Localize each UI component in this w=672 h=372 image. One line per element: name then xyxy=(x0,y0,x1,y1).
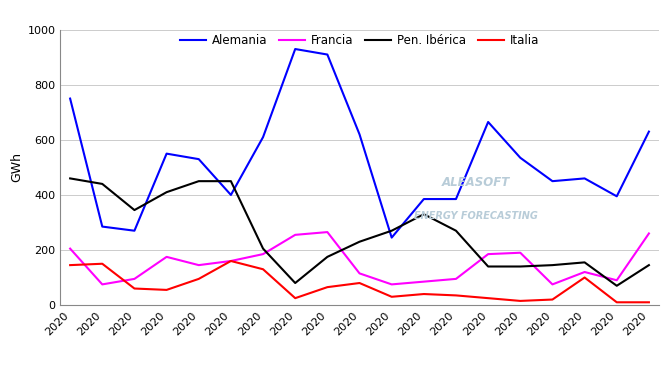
Francia xyxy=(581,270,589,274)
Pen. Ibérica xyxy=(259,246,267,251)
Francia xyxy=(484,252,492,256)
Pen. Ibérica xyxy=(323,254,331,259)
Alemania xyxy=(323,52,331,57)
Francia xyxy=(259,252,267,256)
Italia xyxy=(291,296,299,300)
Italia xyxy=(452,293,460,298)
Francia xyxy=(163,254,171,259)
Line: Francia: Francia xyxy=(70,232,649,284)
Alemania xyxy=(581,176,589,181)
Pen. Ibérica xyxy=(355,240,364,244)
Alemania xyxy=(355,132,364,137)
Alemania xyxy=(227,193,235,197)
Y-axis label: GWh: GWh xyxy=(11,153,24,182)
Pen. Ibérica xyxy=(227,179,235,183)
Legend: Alemania, Francia, Pen. Ibérica, Italia: Alemania, Francia, Pen. Ibérica, Italia xyxy=(175,30,544,52)
Francia xyxy=(130,277,138,281)
Italia xyxy=(613,300,621,305)
Italia xyxy=(581,275,589,280)
Pen. Ibérica xyxy=(291,281,299,285)
Alemania xyxy=(613,194,621,199)
Alemania xyxy=(163,151,171,156)
Alemania xyxy=(645,129,653,134)
Pen. Ibérica xyxy=(98,182,106,186)
Alemania xyxy=(291,47,299,51)
Italia xyxy=(98,262,106,266)
Alemania xyxy=(259,135,267,140)
Pen. Ibérica xyxy=(420,212,428,217)
Italia xyxy=(548,297,556,302)
Alemania xyxy=(388,235,396,240)
Line: Alemania: Alemania xyxy=(70,49,649,238)
Francia xyxy=(548,282,556,286)
Francia xyxy=(355,271,364,276)
Pen. Ibérica xyxy=(195,179,203,183)
Francia xyxy=(66,246,74,251)
Italia xyxy=(195,277,203,281)
Alemania xyxy=(484,120,492,124)
Italia xyxy=(516,299,524,303)
Francia xyxy=(613,278,621,282)
Francia xyxy=(645,231,653,236)
Alemania xyxy=(98,224,106,229)
Text: ALEASOFT: ALEASOFT xyxy=(442,176,510,189)
Pen. Ibérica xyxy=(581,260,589,264)
Francia xyxy=(195,263,203,267)
Alemania xyxy=(130,228,138,233)
Pen. Ibérica xyxy=(163,190,171,195)
Francia xyxy=(98,282,106,286)
Italia xyxy=(163,288,171,292)
Pen. Ibérica xyxy=(613,283,621,288)
Italia xyxy=(388,295,396,299)
Francia xyxy=(227,259,235,263)
Pen. Ibérica xyxy=(645,263,653,267)
Francia xyxy=(420,279,428,284)
Pen. Ibérica xyxy=(388,228,396,233)
Alemania xyxy=(548,179,556,183)
Italia xyxy=(323,285,331,289)
Alemania xyxy=(516,155,524,160)
Pen. Ibérica xyxy=(130,208,138,212)
Francia xyxy=(388,282,396,286)
Line: Italia: Italia xyxy=(70,261,649,302)
Text: ENERGY FORECASTING: ENERGY FORECASTING xyxy=(414,211,538,221)
Alemania xyxy=(420,197,428,201)
Italia xyxy=(227,259,235,263)
Alemania xyxy=(66,96,74,101)
Alemania xyxy=(452,197,460,201)
Francia xyxy=(516,250,524,255)
Italia xyxy=(645,300,653,305)
Italia xyxy=(355,281,364,285)
Francia xyxy=(323,230,331,234)
Pen. Ibérica xyxy=(66,176,74,181)
Italia xyxy=(420,292,428,296)
Pen. Ibérica xyxy=(548,263,556,267)
Francia xyxy=(452,277,460,281)
Alemania xyxy=(195,157,203,161)
Pen. Ibérica xyxy=(516,264,524,269)
Line: Pen. Ibérica: Pen. Ibérica xyxy=(70,179,649,286)
Pen. Ibérica xyxy=(452,228,460,233)
Francia xyxy=(291,232,299,237)
Italia xyxy=(66,263,74,267)
Italia xyxy=(259,267,267,272)
Italia xyxy=(484,296,492,300)
Pen. Ibérica xyxy=(484,264,492,269)
Italia xyxy=(130,286,138,291)
